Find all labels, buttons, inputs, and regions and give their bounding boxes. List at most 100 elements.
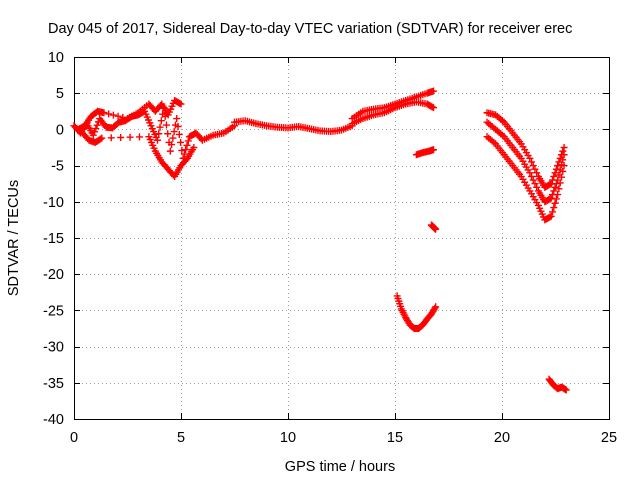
data-point [156,123,164,131]
data-point [560,151,568,159]
series-early-day-lower [79,129,198,180]
series-dip-minus27 [393,292,440,332]
data-point [533,183,541,191]
data-point [552,165,560,173]
data-point [168,141,176,149]
data-point [175,130,183,138]
y-tick-label: -5 [51,159,64,175]
data-point [557,173,565,181]
x-tick-label: 20 [494,430,510,446]
y-tick-label: -30 [43,340,64,356]
data-point [531,165,539,173]
data-point [546,180,554,188]
data-point [547,194,555,202]
data-point [109,111,117,119]
data-point [526,169,534,177]
y-tick-label: 10 [48,50,64,66]
data-point [554,191,562,199]
data-point [117,134,125,142]
data-point [551,199,559,207]
data-point [174,123,182,131]
data-point [555,185,563,193]
data-point [119,113,127,121]
y-tick-label: -20 [43,267,64,283]
data-point [173,115,181,123]
series-evening-a [483,109,568,191]
data-point [551,169,559,177]
data-point [550,187,558,195]
ticks [74,57,610,420]
data-point [528,172,536,180]
data-point [526,154,534,162]
data-point [560,162,568,170]
x-tick-labels: 0 5 10 15 20 25 [70,430,617,446]
series-segment-minus13 [427,221,440,233]
data-point [550,204,558,212]
data-point [432,225,440,233]
data-point [529,162,537,170]
data-point [177,138,185,146]
series-late-rise-lower [348,98,438,128]
data-point [184,137,192,145]
y-tick-label: -10 [43,195,64,211]
data-point [562,386,570,394]
data-points [70,87,570,394]
data-point [556,179,564,187]
data-point [546,195,554,203]
data-point [176,99,184,107]
data-point [182,146,190,154]
data-point [431,304,439,312]
x-tick-label: 0 [70,430,78,446]
data-point [552,180,560,188]
y-tick-label: -25 [43,303,64,319]
x-tick-label: 15 [387,430,403,446]
data-point [182,156,190,164]
data-point [157,117,165,125]
data-point [430,87,438,95]
data-point [166,147,174,155]
y-tick-label: -15 [43,231,64,247]
data-point [107,134,115,142]
data-point [105,110,113,118]
data-point [529,176,537,184]
data-point [559,147,567,155]
data-point [428,103,436,111]
x-tick-label: 5 [177,430,185,446]
y-tick-label: 0 [56,122,64,138]
data-point [551,183,559,191]
data-point [531,180,539,188]
x-tick-label: 10 [280,430,296,446]
series-mid-day [231,117,356,136]
data-point [560,144,568,151]
data-point [170,128,178,136]
data-point [559,156,567,164]
y-tick-label: -40 [43,412,64,428]
data-point [93,121,101,129]
data-point [550,172,558,180]
data-point [554,162,562,170]
data-point [183,141,191,149]
data-point [178,146,186,154]
data-point [100,109,108,117]
data-point [114,112,122,120]
data-point [91,128,99,136]
series-early-day-upper [74,96,185,133]
y-tick-label: 5 [56,86,64,102]
data-point [153,136,161,144]
data-point [430,104,438,112]
series-night-minus35 [545,375,570,394]
data-point [432,303,440,311]
data-point [546,213,554,221]
data-point [89,131,97,139]
data-point [92,125,100,133]
data-point [135,133,143,141]
data-point [547,212,555,220]
data-point [528,158,536,166]
y-axis-label: SDTVAR / TECUs [6,180,22,296]
data-point [162,121,170,129]
data-point [98,134,106,142]
chart-title: Day 045 of 2017, Sidereal Day-to-day VTE… [48,21,572,37]
series-late-rise [348,87,438,123]
